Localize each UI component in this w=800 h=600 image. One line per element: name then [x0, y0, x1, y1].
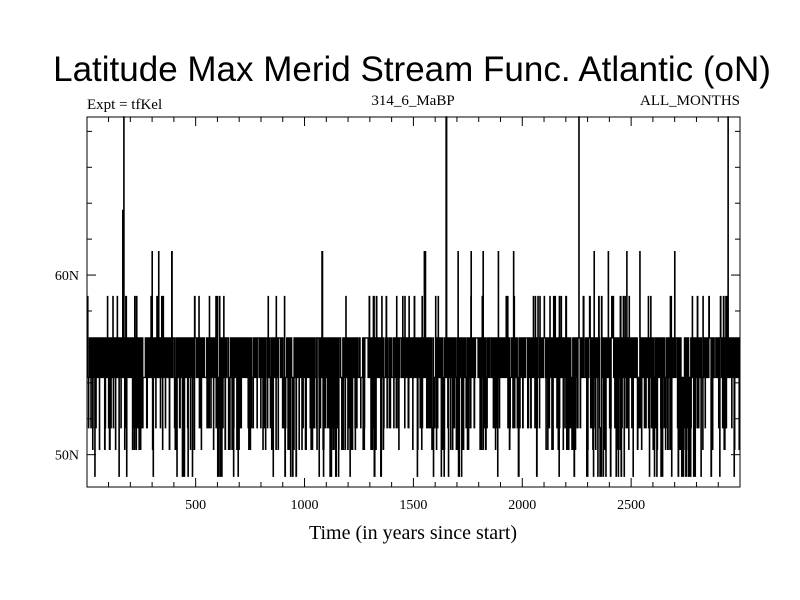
series-layer: [86, 116, 741, 477]
y-tick-label: 50N: [55, 449, 79, 464]
x-tick-label: 2000: [508, 498, 536, 513]
series-line: [86, 116, 741, 477]
x-tick-label: 1000: [291, 498, 319, 513]
x-axis-label: Time (in years since start): [309, 522, 517, 544]
axis-layer: 500 1000 1500 2000 2500 50N 60N: [55, 116, 741, 513]
chart-title: Latitude Max Merid Stream Func. Atlantic…: [53, 50, 771, 89]
experiment-label: Expt = tfKel: [87, 97, 162, 113]
run-id-label: 314_6_MaBP: [371, 93, 454, 109]
x-tick-label: 2500: [617, 498, 645, 513]
x-tick-label: 500: [185, 498, 206, 513]
y-tick-label: 60N: [55, 269, 79, 284]
x-tick-label: 1500: [399, 498, 427, 513]
months-label: ALL_MONTHS: [640, 93, 740, 109]
